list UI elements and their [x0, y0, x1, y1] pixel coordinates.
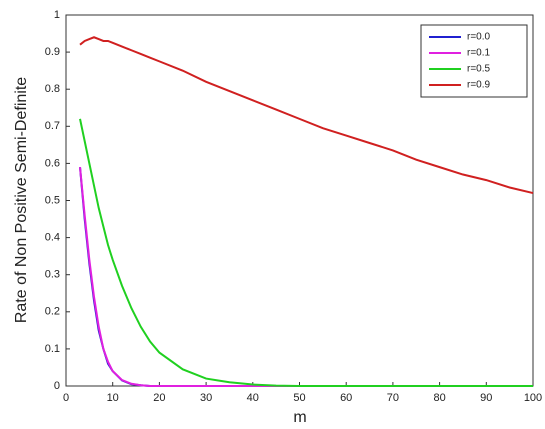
x-tick-label: 20	[153, 392, 165, 404]
y-tick-label: 0.2	[45, 306, 60, 318]
legend-label: r=0.5	[467, 64, 491, 75]
x-axis-label: m	[293, 409, 306, 426]
x-tick-label: 40	[247, 392, 259, 404]
x-tick-label: 0	[63, 392, 69, 404]
x-tick-label: 50	[293, 392, 305, 404]
y-tick-label: 0.5	[45, 194, 60, 206]
legend-label: r=0.0	[467, 32, 491, 43]
y-tick-label: 0.1	[45, 343, 60, 355]
x-tick-label: 80	[433, 392, 445, 404]
y-tick-label: 0.4	[45, 232, 60, 244]
y-tick-label: 0.3	[45, 269, 60, 281]
x-tick-label: 10	[107, 392, 119, 404]
x-tick-label: 70	[387, 392, 399, 404]
legend-label: r=0.1	[467, 48, 491, 59]
y-tick-label: 0.9	[45, 46, 60, 58]
y-tick-label: 0.8	[45, 83, 60, 95]
y-tick-label: 0.6	[45, 157, 60, 169]
y-tick-label: 1	[54, 9, 60, 21]
x-tick-label: 30	[200, 392, 212, 404]
x-tick-label: 100	[524, 392, 542, 404]
series-line	[79, 118, 533, 387]
x-tick-label: 90	[480, 392, 492, 404]
x-tick-label: 60	[340, 392, 352, 404]
y-tick-label: 0.7	[45, 120, 60, 132]
legend-label: r=0.9	[467, 80, 491, 91]
series-line	[79, 36, 534, 195]
y-tick-label: 0	[54, 380, 60, 392]
y-axis-label: Rate of Non Positive Semi-Definite	[13, 77, 30, 323]
